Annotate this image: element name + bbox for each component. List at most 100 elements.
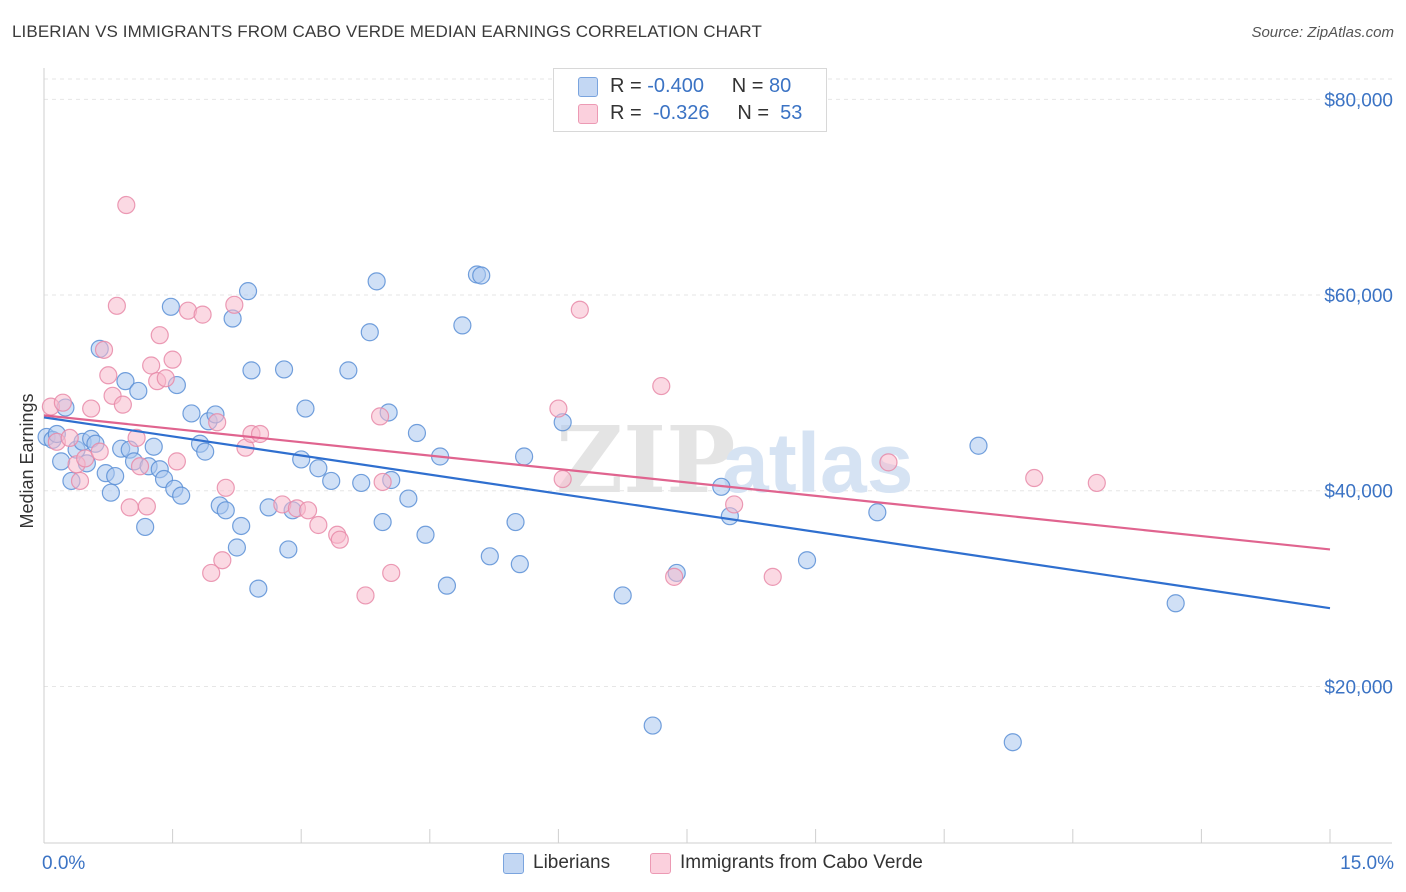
chart-title: LIBERIAN VS IMMIGRANTS FROM CABO VERDE M… xyxy=(12,22,762,41)
cabo-verde-point xyxy=(1025,468,1044,488)
liberian-point xyxy=(797,551,817,570)
cabo-verde-point xyxy=(373,472,392,492)
cabo-verde-point xyxy=(70,471,90,491)
liberian-point xyxy=(196,442,215,461)
cabo-verde-point xyxy=(193,305,212,324)
cabo-verde-point xyxy=(60,428,79,448)
watermark-zip: ZIP xyxy=(556,406,735,514)
liberian-point xyxy=(373,512,392,532)
legend-r-value: -0.400 xyxy=(647,75,704,97)
liberian-point xyxy=(480,547,499,566)
cabo-verde-point xyxy=(150,326,169,345)
liberian-point xyxy=(161,297,180,316)
legend-n-value: 80 xyxy=(769,75,792,97)
legend-swatch-blue xyxy=(578,77,598,97)
legend-swatch-pink xyxy=(578,104,598,124)
liberian-point xyxy=(453,316,472,335)
y-tick-label: $80,000 xyxy=(1324,90,1393,111)
liberian-point xyxy=(613,586,632,605)
cabo-verde-point xyxy=(208,413,227,432)
liberian-point xyxy=(407,423,427,443)
correlation-legend: R = -0.400 N = 80 R = -0.326 N = 53 xyxy=(553,68,827,132)
cabo-verde-point xyxy=(652,376,671,396)
x-tick-label-end: 15.0% xyxy=(1340,853,1394,874)
y-tick-label: $60,000 xyxy=(1324,286,1393,307)
liberian-point xyxy=(416,525,435,544)
liberian-point xyxy=(510,555,529,574)
liberian-point xyxy=(242,361,261,380)
legend-n-label: N = xyxy=(737,102,770,124)
bottom-legend-label: Liberians xyxy=(533,852,611,873)
cabo-verde-point xyxy=(130,457,150,476)
cabo-verde-point xyxy=(665,567,684,586)
cabo-verde-point xyxy=(570,300,589,319)
cabo-verde-point xyxy=(167,452,186,471)
liberian-point xyxy=(182,404,201,423)
cabo-verde-point xyxy=(382,563,401,583)
cabo-verde-point xyxy=(298,501,318,520)
liberian-point xyxy=(216,501,235,520)
cabo-verde-point xyxy=(163,350,182,369)
liberian-point xyxy=(1003,733,1022,752)
legend-n-value: 53 xyxy=(780,102,803,124)
grid-lines xyxy=(44,78,1392,687)
legend-r-label: R = xyxy=(610,102,642,124)
liberian-point xyxy=(339,361,358,380)
cabo-verde-point xyxy=(309,515,328,535)
liberian-point xyxy=(367,272,386,291)
legend-r-label: R = xyxy=(610,75,642,97)
cabo-verde-point xyxy=(94,340,114,359)
liberian-point xyxy=(106,466,125,486)
legend-n-label: N = xyxy=(731,75,764,97)
source-note: Source: ZipAtlas.com xyxy=(1251,24,1394,41)
liberian-point xyxy=(515,447,534,466)
liberian-point xyxy=(399,489,418,508)
liberian-point xyxy=(506,512,525,532)
cabo-verde-point xyxy=(142,356,161,375)
liberian-point xyxy=(437,576,457,595)
liberian-point xyxy=(274,360,294,379)
cabo-verde-point xyxy=(127,428,146,448)
cabo-verde-point xyxy=(82,399,101,418)
liberian-point xyxy=(249,579,268,598)
liberian-point xyxy=(296,399,315,418)
y-tick-label: $20,000 xyxy=(1324,677,1393,698)
cabo-verde-point xyxy=(107,296,126,315)
cabo-verde-point xyxy=(120,498,139,517)
liberian-point xyxy=(868,503,887,522)
cabo-verde-point xyxy=(90,442,109,461)
liberian-point xyxy=(322,471,341,491)
cabo-verde-point xyxy=(76,449,95,468)
liberian-point xyxy=(129,381,148,401)
liberian-point xyxy=(352,473,371,493)
liberian-point xyxy=(172,486,191,505)
liberian-point xyxy=(116,372,135,391)
y-axis-title: Median Earnings xyxy=(17,393,37,528)
liberian-point xyxy=(101,483,120,502)
liberian-point xyxy=(643,716,662,735)
cabo-verde-point xyxy=(879,453,898,472)
liberian-point xyxy=(227,538,246,557)
cabo-verde-point xyxy=(156,369,175,388)
cabo-verde-trend-line xyxy=(43,414,1331,551)
x-tick-label-start: 0.0% xyxy=(42,853,85,874)
liberian-point xyxy=(969,436,988,455)
cabo-verde-point xyxy=(202,563,221,583)
cabo-verde-point xyxy=(216,478,235,497)
cabo-verde-point xyxy=(549,399,568,418)
liberian-point xyxy=(52,452,71,471)
cabo-verde-point xyxy=(213,551,232,570)
cabo-verde-point xyxy=(370,407,390,426)
cabo-verde-point xyxy=(1087,473,1106,493)
liberian-point xyxy=(472,266,491,285)
legend-r-value: -0.326 xyxy=(652,102,710,124)
cabo-verde-point xyxy=(356,586,375,605)
cabo-verde-point xyxy=(113,395,132,414)
bottom-legend-label: Immigrants from Cabo Verde xyxy=(680,852,923,873)
cabo-verde-point xyxy=(225,295,244,314)
bottom-legend-swatch-pink xyxy=(650,853,671,874)
liberian-point xyxy=(279,540,298,559)
axis-labels: $20,000 $40,000 $60,000 $80,000 0.0% 15.0% Med… xyxy=(17,90,1394,874)
liberian-point xyxy=(292,450,311,469)
